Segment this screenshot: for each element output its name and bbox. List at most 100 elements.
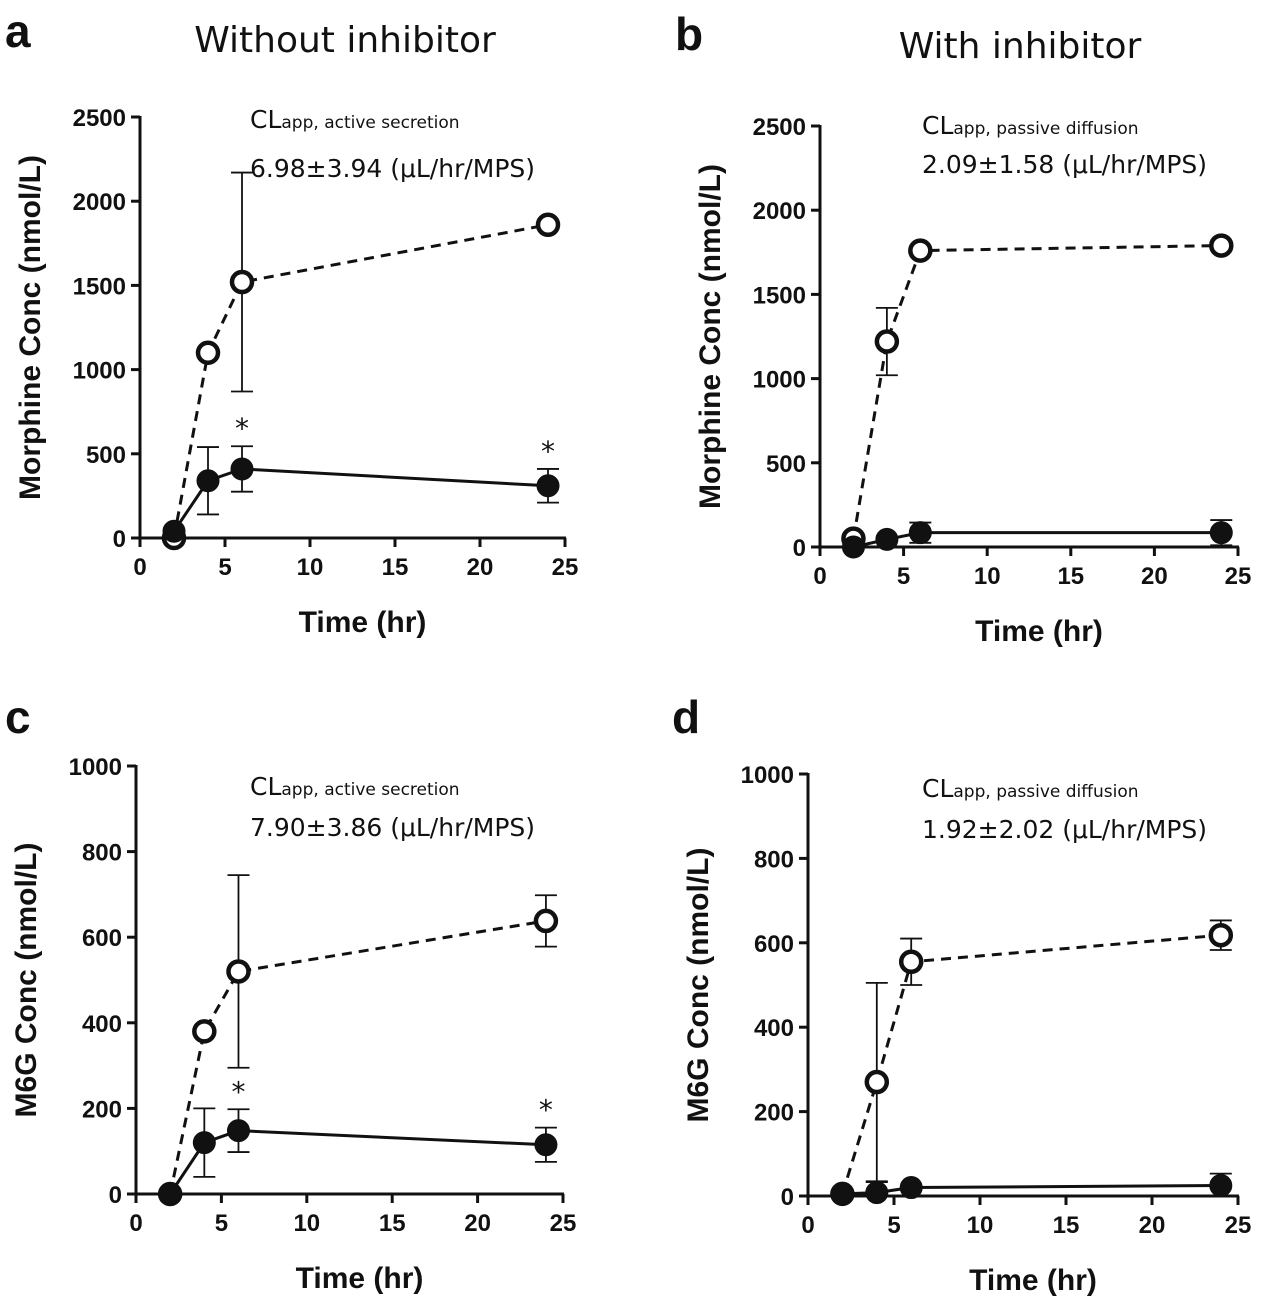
x-tick-label: 20 [1139,1212,1166,1239]
data-point-open [908,238,933,263]
data-point-filled [230,457,254,481]
y-tick-label: 1500 [73,273,126,300]
series-line-filled [842,1183,1221,1196]
significance-star: * [539,1094,553,1127]
clearance-label-sub: app, passive diffusion [953,119,1138,139]
y-tick-label: 0 [113,526,126,553]
y-tick-label: 600 [754,931,794,958]
x-tick-label: 20 [464,1210,491,1237]
title-without-inhibitor: Without inhibitor [194,20,496,61]
panel-letter: d [672,691,700,743]
data-point-open [874,329,900,354]
series-line-open [851,244,1222,539]
y-tick-label: 500 [766,451,806,478]
x-tick-label: 0 [129,1210,142,1237]
y-tick-label: 400 [754,1015,794,1042]
data-point-filled [875,527,899,551]
series-line-filled [853,531,1222,549]
title-with-inhibitor: With inhibitor [899,26,1142,67]
clearance-label-sub: app, passive diffusion [953,782,1138,802]
x-axis-label: Time (hr) [299,606,427,639]
data-point-open [898,949,924,975]
y-tick-label: 600 [82,925,122,952]
clearance-value: 6.98±3.94 (μL/hr/MPS) [250,154,535,183]
y-axis-label: M6G Conc (nmol/L) [10,843,43,1118]
clearance-value: 1.92±2.02 (μL/hr/MPS) [922,815,1207,844]
data-point-filled [536,474,560,498]
data-point-filled [908,521,932,545]
y-tick-label: 1000 [73,358,126,385]
y-axis-label: M6G Conc (nmol/L) [682,848,715,1123]
y-tick-label: 200 [82,1096,122,1123]
x-tick-label: 25 [1225,563,1252,590]
x-tick-label: 25 [550,1210,577,1237]
data-point-filled [830,1182,854,1206]
x-axis-label: Time (hr) [296,1262,424,1295]
y-tick-label: 200 [754,1100,794,1127]
data-point-filled [196,469,220,493]
data-point-open [229,269,255,295]
data-point-open [535,212,561,238]
y-axis-label: Morphine Conc (nmol/L) [694,164,727,509]
data-point-open [226,959,251,984]
data-point-open [864,1069,890,1095]
x-tick-label: 10 [297,554,324,581]
data-point-open [1209,233,1234,258]
y-tick-label: 2000 [753,198,806,225]
y-tick-label: 2500 [73,105,126,132]
data-point-open [1208,922,1234,948]
panel-letter: c [5,691,31,743]
y-tick-label: 0 [793,535,806,562]
chart-panel-a: a 0 5 10 15 20 25 0 500 1000 1500 2000 2500 Time (hr)… [5,5,578,639]
data-point-open [192,1019,217,1044]
clearance-label: CLapp, active secretion [250,772,460,801]
panel-letter: a [5,5,31,57]
clearance-label-main: CL [922,111,953,140]
x-tick-label: 10 [293,1210,320,1237]
y-tick-label: 800 [754,846,794,873]
clearance-value: 2.09±1.58 (μL/hr/MPS) [922,150,1207,179]
clearance-label: CLapp, active secretion [250,105,460,134]
x-tick-label: 5 [215,1210,228,1237]
chart-panel-c: c 0 5 10 15 20 25 0 200 400 600 800 1000 Time (hr) M6G… [5,691,576,1295]
data-point-filled [1209,521,1233,545]
significance-star: * [541,435,555,468]
chart-panel-b: b 0 5 10 15 20 25 0 500 1000 1500 2000 2500 Time (hr)… [675,8,1251,648]
series-line-open [840,933,1221,1195]
clearance-label: CLapp, passive diffusion [922,774,1139,803]
x-axis-label: Time (hr) [975,615,1103,648]
data-point-filled [841,535,865,559]
y-tick-label: 1500 [753,282,806,309]
data-point-filled [1209,1173,1233,1197]
series-line-filled [168,1129,546,1195]
y-tick-label: 400 [82,1011,122,1038]
data-point-filled [226,1119,250,1143]
clearance-value: 7.90±3.86 (μL/hr/MPS) [250,813,535,842]
data-point-filled [865,1181,889,1205]
significance-star: * [235,412,249,445]
data-point-filled [162,519,186,543]
chart-panel-d: d 0 5 10 15 20 25 0 200 400 600 800 1000 Time (hr) M6G… [672,691,1251,1297]
clearance-label-sub: app, active secretion [281,780,459,800]
y-tick-label: 2500 [753,114,806,141]
x-tick-label: 10 [974,563,1001,590]
y-tick-label: 1000 [753,367,806,394]
y-tick-label: 0 [781,1184,794,1211]
data-point-open [195,340,221,366]
x-tick-label: 5 [218,554,231,581]
y-tick-label: 500 [86,442,126,469]
x-tick-label: 25 [1225,1212,1252,1239]
y-tick-label: 800 [82,840,122,867]
x-tick-label: 0 [801,1212,814,1239]
x-tick-label: 0 [133,554,146,581]
y-tick-label: 1000 [741,762,794,789]
x-axis-label: Time (hr) [969,1264,1097,1297]
x-tick-label: 20 [467,554,494,581]
x-tick-label: 20 [1141,563,1168,590]
x-tick-label: 5 [887,1212,900,1239]
significance-star: * [231,1075,245,1108]
x-tick-label: 15 [1057,563,1084,590]
y-tick-label: 2000 [73,189,126,216]
x-tick-label: 0 [813,563,826,590]
